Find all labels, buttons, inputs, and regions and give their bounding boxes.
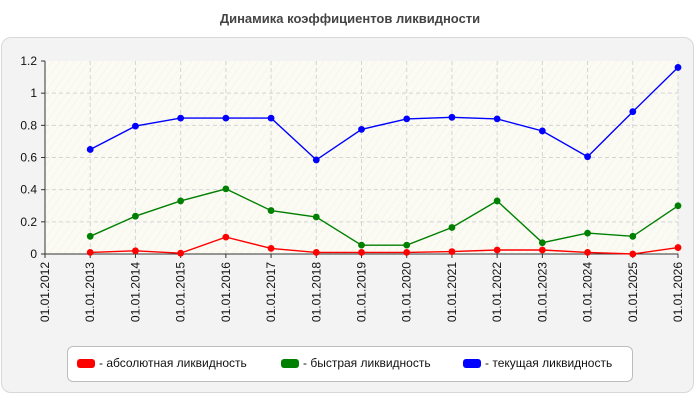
- data-point-2: [448, 113, 456, 121]
- data-point-1: [132, 212, 139, 220]
- data-point-1: [312, 213, 320, 221]
- legend-item-current: - текущая ликвидность: [463, 355, 612, 371]
- data-point-0: [629, 250, 637, 258]
- data-point-2: [86, 146, 94, 153]
- data-point-0: [584, 248, 591, 256]
- data-point-0: [674, 244, 682, 251]
- x-tick-label: 01.01.2015: [174, 262, 188, 322]
- y-tick-label: 1: [30, 86, 37, 100]
- data-point-0: [222, 233, 230, 241]
- series-line-1: [89, 188, 679, 246]
- data-point-2: [132, 122, 139, 130]
- x-tick-label: 01.01.2013: [83, 262, 97, 322]
- data-point-1: [222, 185, 230, 193]
- chart-title: Динамика коэффициентов ликвидности: [219, 11, 481, 26]
- data-point-0: [86, 248, 94, 256]
- data-point-0: [177, 249, 185, 257]
- data-point-2: [493, 115, 501, 123]
- data-point-0: [448, 248, 456, 255]
- data-point-0: [132, 247, 139, 255]
- legend-item-quick: - быстрая ликвидность: [281, 355, 431, 371]
- data-point-1: [629, 232, 637, 240]
- legend-swatch-red: [77, 358, 95, 368]
- x-tick-label: 01.01.2021: [445, 262, 459, 322]
- x-tick-label: 01.01.2012: [38, 262, 52, 322]
- series-line-0: [90, 236, 679, 255]
- data-point-2: [538, 127, 546, 135]
- data-point-2: [674, 64, 682, 71]
- y-tick-label: 0: [30, 247, 37, 261]
- x-tick-label: 01.01.2019: [355, 262, 369, 322]
- data-point-1: [584, 229, 591, 237]
- data-point-0: [493, 246, 501, 254]
- data-point-2: [312, 156, 320, 164]
- x-tick-label: 01.01.2016: [219, 262, 233, 322]
- data-point-2: [629, 108, 637, 116]
- legend-label-quick: - быстрая ликвидность: [303, 356, 431, 370]
- y-tick-label: 0.8: [20, 118, 37, 132]
- data-point-1: [358, 241, 365, 249]
- data-point-2: [267, 114, 275, 122]
- data-point-1: [538, 239, 546, 247]
- x-tick-label: 01.01.2014: [128, 262, 142, 322]
- legend-swatch-green: [281, 358, 299, 368]
- data-point-0: [267, 244, 275, 252]
- x-tick-label: 01.01.2023: [535, 262, 549, 322]
- data-point-0: [538, 246, 546, 254]
- legend-label-current: - текущая ликвидность: [485, 356, 613, 370]
- data-point-1: [493, 197, 501, 205]
- data-point-1: [177, 197, 185, 205]
- data-point-1: [267, 207, 275, 214]
- x-tick-label: 01.01.2026: [671, 262, 685, 322]
- data-point-2: [222, 114, 230, 122]
- data-point-0: [358, 248, 365, 256]
- x-tick-labels: 01.01.2012 01.01.2013 01.01.2014 01.01.2015…: [38, 254, 685, 322]
- legend: - абсолютная ликвидность - быстрая ликви…: [67, 346, 633, 382]
- data-point-1: [448, 224, 456, 231]
- legend-item-absolute: - абсолютная ликвидность: [77, 355, 247, 371]
- data-point-2: [358, 125, 365, 133]
- data-point-0: [312, 248, 320, 256]
- x-tick-label: 01.01.2018: [309, 262, 323, 322]
- x-tick-label: 01.01.2024: [581, 262, 595, 322]
- data-point-1: [403, 241, 411, 249]
- x-tick-label: 01.01.2020: [400, 262, 414, 322]
- data-point-2: [584, 153, 591, 161]
- series-layer: [86, 64, 682, 258]
- x-tick-label: 01.01.2022: [490, 262, 504, 322]
- data-point-2: [177, 114, 185, 122]
- data-point-2: [403, 115, 411, 123]
- legend-label-absolute: - абсолютная ликвидность: [99, 356, 247, 370]
- x-tick-label: 01.01.2017: [264, 262, 278, 322]
- data-point-0: [403, 248, 411, 256]
- y-tick-labels: 0 0.2 0.4 0.6 0.8 1 1.2: [20, 54, 45, 261]
- series-line-2: [89, 66, 679, 161]
- y-tick-label: 0.4: [20, 183, 37, 197]
- grid-lines: [45, 61, 679, 254]
- x-tick-label: 01.01.2025: [626, 262, 640, 322]
- data-point-1: [86, 232, 94, 240]
- y-tick-label: 0.2: [20, 215, 37, 229]
- data-point-1: [674, 202, 682, 210]
- y-tick-label: 1.2: [20, 54, 37, 68]
- legend-swatch-blue: [463, 358, 481, 368]
- y-tick-label: 0.6: [20, 151, 37, 165]
